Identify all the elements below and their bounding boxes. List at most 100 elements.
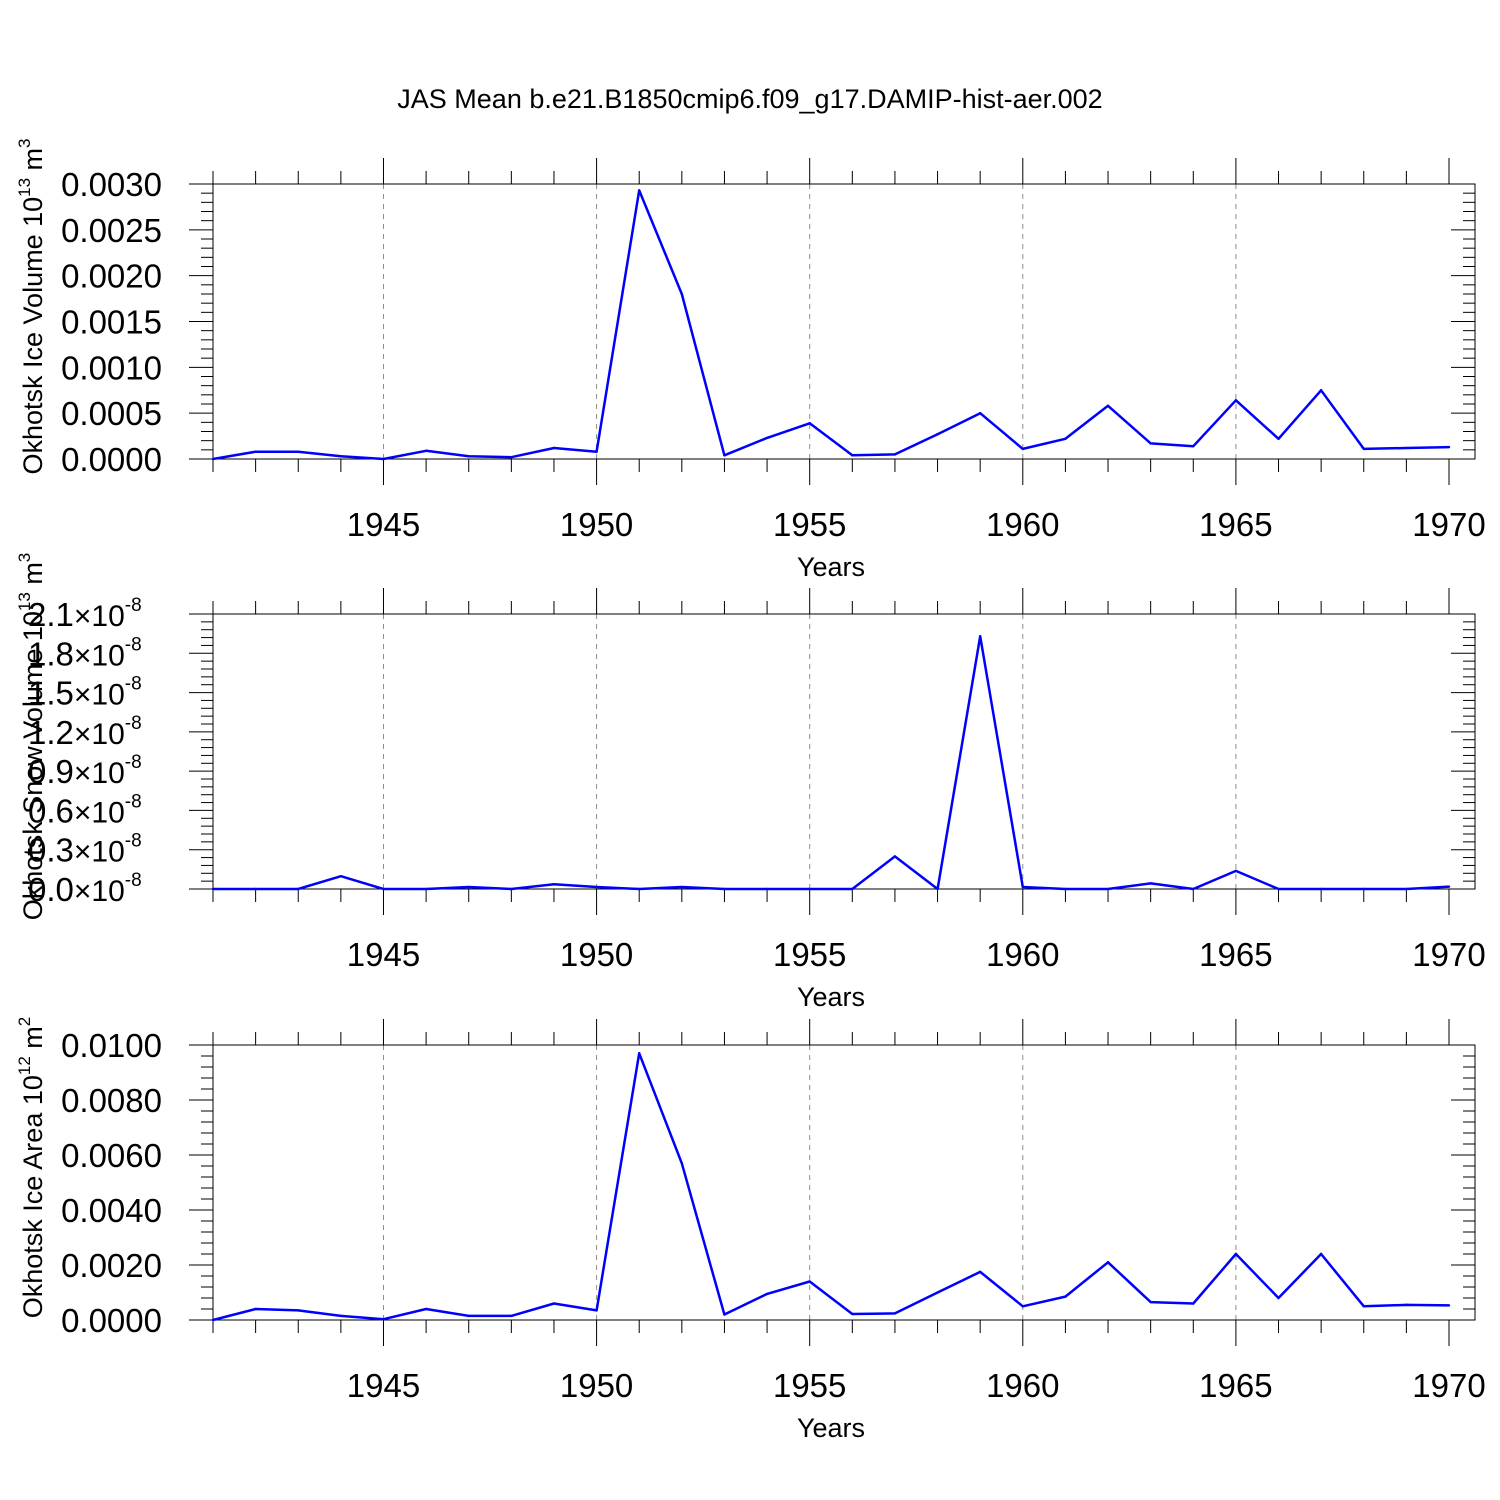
y-tick-label: 0.0020 bbox=[61, 258, 162, 295]
data-point bbox=[297, 450, 300, 453]
data-point bbox=[254, 887, 257, 891]
series-line bbox=[212, 189, 1450, 461]
x-tick-label: 1950 bbox=[560, 506, 633, 543]
data-point bbox=[1405, 1303, 1408, 1307]
data-point bbox=[254, 450, 257, 453]
data-point bbox=[1149, 442, 1152, 445]
data-point bbox=[1106, 1261, 1110, 1264]
data-point bbox=[1447, 1304, 1451, 1307]
plot-frame bbox=[212, 1044, 1476, 1321]
y-tick-label: 1.5×10-8 bbox=[28, 674, 142, 712]
x-axis-label: Years bbox=[797, 1413, 865, 1443]
y-tick-label: 0.0015 bbox=[61, 304, 162, 341]
data-point bbox=[893, 855, 897, 858]
data-point bbox=[1362, 447, 1365, 451]
x-tick-label: 1950 bbox=[560, 1367, 633, 1404]
x-tick-label: 1970 bbox=[1412, 506, 1485, 543]
data-point bbox=[552, 882, 556, 886]
y-tick-label: 0.3×10-8 bbox=[28, 831, 142, 869]
y-tick-label: 0.0005 bbox=[61, 395, 162, 432]
data-point bbox=[467, 1314, 470, 1318]
data-point bbox=[893, 453, 897, 456]
data-point bbox=[297, 1309, 300, 1312]
y-tick-label: 0.0010 bbox=[61, 349, 162, 386]
data-point bbox=[424, 449, 428, 452]
x-tick-label: 1960 bbox=[986, 1367, 1059, 1404]
x-tick-label: 1970 bbox=[1412, 936, 1485, 973]
data-point bbox=[808, 1280, 811, 1283]
data-point bbox=[1405, 887, 1408, 891]
data-point bbox=[382, 457, 385, 461]
data-point bbox=[680, 292, 684, 296]
x-tick-label: 1945 bbox=[347, 506, 420, 543]
data-point bbox=[851, 887, 854, 891]
data-point bbox=[1362, 1305, 1365, 1308]
y-tick-label: 0.0080 bbox=[61, 1082, 162, 1119]
y-tick-label: 0.0000 bbox=[61, 1302, 162, 1339]
data-point bbox=[1234, 1252, 1238, 1256]
data-point bbox=[723, 887, 726, 891]
data-point bbox=[510, 887, 513, 891]
x-axis-label: Years bbox=[797, 552, 865, 582]
data-point bbox=[851, 454, 854, 457]
data-point bbox=[638, 887, 641, 891]
data-point bbox=[680, 885, 684, 889]
x-tick-label: 1970 bbox=[1412, 1367, 1485, 1404]
data-point bbox=[1021, 447, 1024, 451]
data-point bbox=[1277, 887, 1280, 891]
data-point bbox=[1106, 887, 1110, 891]
data-point bbox=[765, 1292, 769, 1296]
data-point bbox=[510, 455, 513, 459]
x-tick-label: 1965 bbox=[1199, 506, 1272, 543]
data-point bbox=[467, 455, 470, 458]
data-point bbox=[595, 1309, 598, 1312]
series-line bbox=[213, 635, 1450, 891]
data-point bbox=[1064, 437, 1067, 441]
data-point bbox=[467, 885, 470, 889]
data-point bbox=[339, 1314, 343, 1318]
data-point bbox=[893, 1312, 897, 1315]
data-point bbox=[723, 1313, 726, 1316]
data-point bbox=[936, 887, 939, 891]
data-point bbox=[1277, 437, 1280, 441]
data-point bbox=[638, 189, 641, 192]
data-point bbox=[1106, 404, 1110, 408]
y-tick-label: 0.9×10-8 bbox=[28, 752, 142, 790]
data-point bbox=[297, 887, 300, 891]
data-point bbox=[1277, 1296, 1280, 1300]
y-axis-label: Okhotsk Snow Volume 1013 m3 bbox=[15, 553, 48, 921]
x-tick-label: 1945 bbox=[347, 936, 420, 973]
data-point bbox=[211, 1318, 215, 1322]
y-axis-label: Okhotsk Ice Volume 1013 m3 bbox=[15, 138, 48, 474]
series-line bbox=[212, 1052, 1450, 1322]
data-point bbox=[1234, 869, 1238, 873]
data-point bbox=[978, 1270, 982, 1274]
data-point bbox=[339, 874, 343, 878]
data-point bbox=[978, 635, 982, 638]
data-point bbox=[1447, 885, 1451, 888]
data-point bbox=[1064, 887, 1067, 891]
data-point bbox=[211, 457, 215, 461]
data-point bbox=[1021, 885, 1024, 889]
data-point bbox=[424, 887, 428, 891]
y-tick-label: 1.8×10-8 bbox=[28, 634, 142, 672]
chart-panel-1: 0.0000 0.0005 0.0010 0.0015 0.0020 0.0025 0.00… bbox=[15, 138, 1486, 582]
x-tick-label: 1960 bbox=[986, 936, 1059, 973]
x-tick-label: 1960 bbox=[986, 506, 1059, 543]
data-point bbox=[765, 436, 769, 440]
data-point bbox=[808, 422, 811, 425]
chart-panel-3: 0.0000 0.0020 0.0040 0.0060 0.0080 0.0100 1945… bbox=[15, 1017, 1486, 1443]
plot-frame bbox=[212, 613, 1476, 890]
data-point bbox=[1192, 1302, 1195, 1305]
data-point bbox=[936, 433, 939, 436]
y-axis-label: Okhotsk Ice Area 1012 m2 bbox=[15, 1017, 48, 1319]
y-tick-label: 0.0060 bbox=[61, 1137, 162, 1174]
y-tick-label: 1.2×10-8 bbox=[28, 713, 142, 751]
data-point bbox=[1405, 446, 1408, 450]
x-tick-label: 1955 bbox=[773, 936, 846, 973]
data-point bbox=[339, 455, 343, 458]
data-point bbox=[382, 887, 385, 891]
data-point bbox=[1064, 1295, 1067, 1298]
data-point bbox=[552, 1302, 556, 1305]
